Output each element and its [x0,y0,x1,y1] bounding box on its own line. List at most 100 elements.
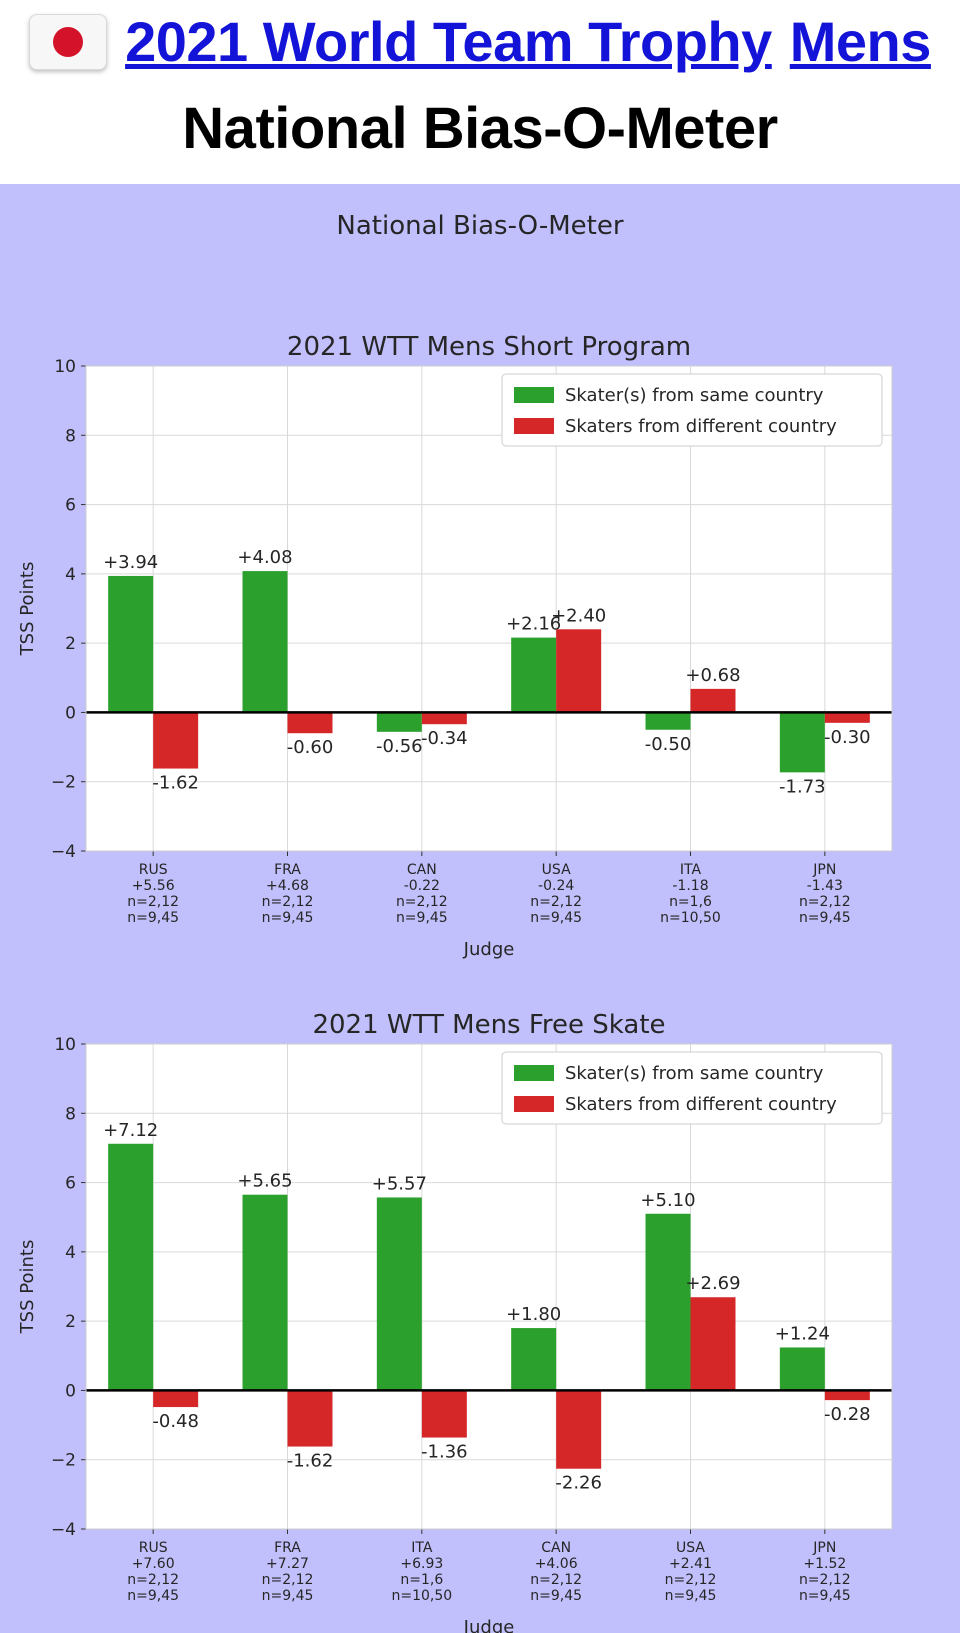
x-tick-label: n=9,45 [127,1588,179,1604]
bar-same-country [511,1328,557,1391]
x-axis-label: Judge [463,1617,515,1633]
bar-same-country [242,1194,288,1391]
bar-different-country [824,712,870,723]
bar-same-country [645,712,691,730]
x-tick-label: n=2,12 [530,894,582,910]
legend-label: Skater(s) from same country [565,1063,824,1084]
x-tick-label: FRA [274,862,301,878]
bar-same-country [376,1197,422,1391]
bar-value-label: +7.12 [103,1120,158,1141]
plot-area [86,1044,892,1529]
free-skate-chart: 10 8 6 4 2 0 −2 −4 +7.12 +5.65 +5.57 +1.80 +5.10 +1.2… [17,1010,893,1633]
x-tick-label: n=2,12 [530,1572,582,1588]
bar-value-label: -1.62 [152,773,199,794]
bar-value-label: -0.50 [645,734,692,755]
x-tick-label: n=9,45 [262,1588,314,1604]
short-program-chart: 10 8 6 4 2 0 −2 −4 +3.94 +4.08 -0.56 +2.16 -0.50 -1.7… [17,332,893,960]
x-tick-label: +7.27 [266,1556,309,1572]
x-tick-label: +1.52 [803,1556,846,1572]
bar-value-label: +5.57 [372,1173,427,1194]
y-tick-label: 10 [54,1035,76,1055]
bar-different-country [824,1390,870,1401]
japan-flag-icon [29,14,108,70]
title-link-category[interactable]: Mens [789,10,932,73]
y-tick-label: 2 [65,634,76,654]
bar-value-label: -0.56 [376,736,423,757]
x-tick-label: n=2,12 [262,1572,314,1588]
x-tick-label: n=9,45 [530,1588,582,1604]
x-tick-label: n=2,12 [799,894,851,910]
bar-value-label: +1.80 [506,1304,561,1325]
legend-swatch [514,1096,554,1112]
bar-same-country [645,1213,691,1391]
x-tick-label: n=10,50 [391,1588,452,1604]
legend-swatch [514,1065,554,1081]
y-tick-label: −2 [51,773,76,793]
x-tick-label: ITA [680,862,702,878]
bar-value-label: +2.40 [551,605,606,626]
x-tick-label: JPN [812,1540,836,1556]
legend-label: Skaters from different country [565,416,837,437]
x-tick-label: FRA [274,1540,301,1556]
plot-frame [85,1043,893,1530]
bar-different-country [421,1390,467,1438]
y-tick-label: 8 [65,426,76,446]
y-tick-label: −4 [51,842,76,862]
x-tick-label: n=9,45 [665,1588,717,1604]
x-tick-label: n=9,45 [799,910,851,926]
bar-same-country [779,712,825,773]
y-tick-label: 6 [65,1174,76,1194]
legend-swatch [514,418,554,434]
bar-value-label: -0.34 [421,728,468,749]
bar-different-country [287,712,333,734]
x-tick-label: n=9,45 [262,910,314,926]
x-axis-label: Judge [463,939,515,960]
figure-panel: National Bias-O-Meter 10 8 6 4 2 0 −2 −4 +3.94 +4… [0,184,960,1633]
x-tick-label: RUS [139,1540,168,1556]
bar-value-label: +4.08 [237,547,292,568]
x-tick-label: n=2,12 [799,1572,851,1588]
x-tick-label: n=2,12 [127,894,179,910]
bar-value-label: -0.60 [287,737,334,758]
x-tick-label: +4.68 [266,878,309,894]
bar-different-country [556,629,602,713]
bar-different-country [153,712,199,769]
x-tick-label: n=1,6 [400,1572,443,1588]
y-tick-label: 8 [65,1104,76,1124]
x-tick-label: n=2,12 [396,894,448,910]
legend-label: Skaters from different country [565,1094,837,1115]
bar-value-label: -0.28 [824,1404,871,1425]
x-tick-label: -1.18 [672,878,708,894]
bar-value-label: +0.68 [685,665,740,686]
y-axis-label: TSS Points [17,1240,38,1335]
y-tick-label: 0 [65,703,76,723]
legend-swatch [514,387,554,403]
bar-value-label: -2.26 [555,1473,602,1494]
y-tick-label: −2 [51,1451,76,1471]
bar-same-country [108,1143,154,1391]
x-tick-label: USA [542,862,571,878]
bar-value-label: +2.69 [685,1273,740,1294]
bar-same-country [779,1347,825,1391]
y-tick-label: 2 [65,1312,76,1332]
bar-value-label: -1.73 [779,776,826,797]
x-tick-label: +5.56 [132,878,175,894]
x-tick-label: JPN [812,862,836,878]
y-tick-label: 0 [65,1381,76,1401]
x-tick-label: n=9,45 [396,910,448,926]
chart-title: 2021 WTT Mens Free Skate [312,1010,665,1040]
chart-title: 2021 WTT Mens Short Program [287,332,691,362]
y-axis-label: TSS Points [17,562,38,657]
x-tick-label: n=1,6 [669,894,712,910]
bar-different-country [153,1390,199,1408]
title-line: 2021 World Team Trophy Mens [0,14,960,70]
x-tick-label: +6.93 [400,1556,443,1572]
bar-value-label: -1.36 [421,1442,468,1463]
bar-different-country [287,1390,333,1447]
header: 2021 World Team Trophy Mens National Bia… [0,0,960,184]
x-tick-label: -0.22 [404,878,440,894]
legend-box [501,373,883,447]
bar-value-label: +5.10 [640,1190,695,1211]
title-link-event[interactable]: 2021 World Team Trophy [125,10,772,73]
plot-area [86,366,892,851]
